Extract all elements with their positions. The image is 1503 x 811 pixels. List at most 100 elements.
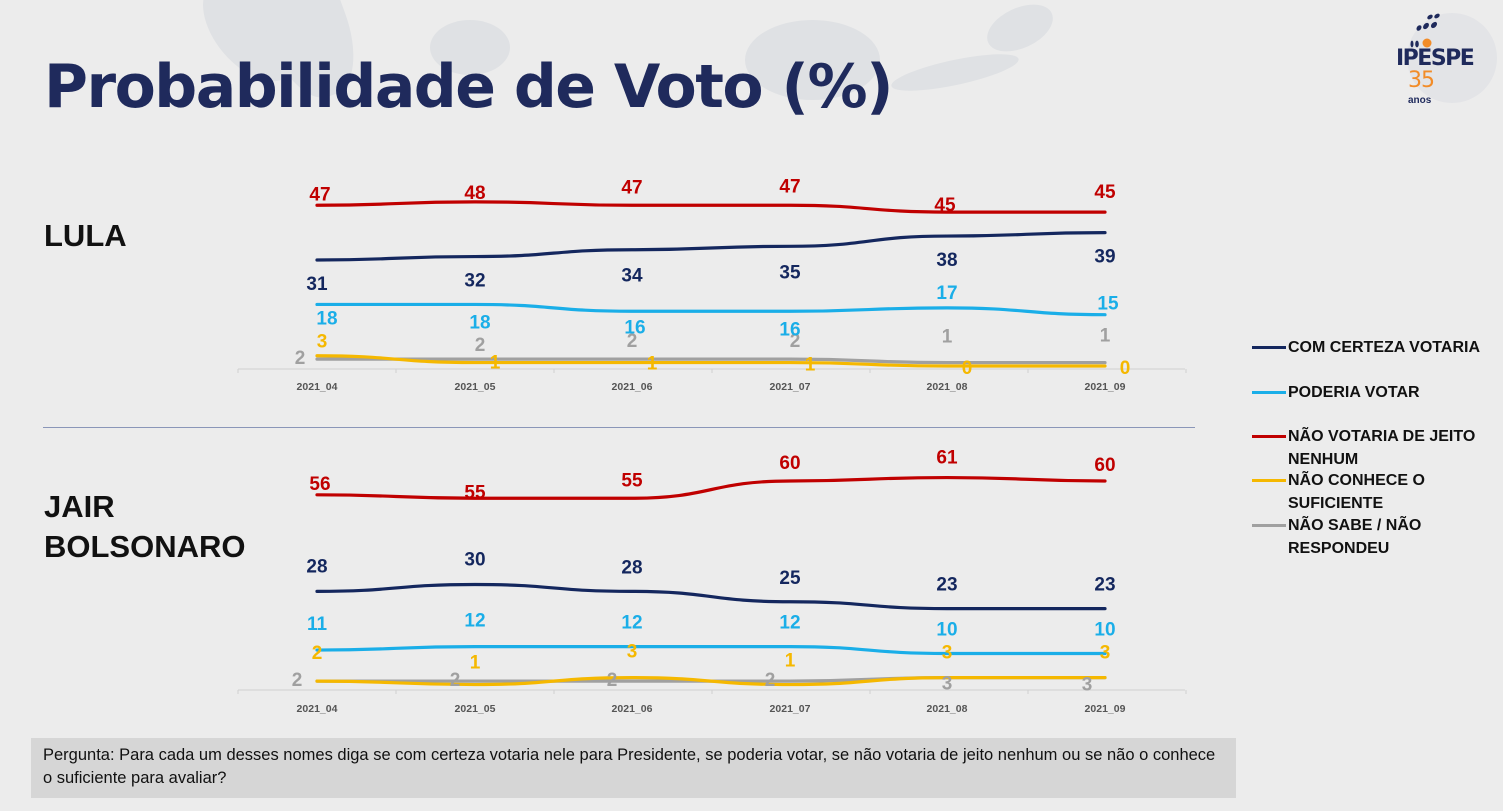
data-label: 38 <box>936 250 957 271</box>
series-line-n-o-votaria-de-jeito-nenhum <box>315 200 1107 214</box>
legend-label: NÃO CONHECE O SUFICIENTE <box>1288 472 1425 512</box>
data-label: 48 <box>464 183 485 204</box>
series-line-com-certeza-votaria <box>315 582 1107 611</box>
chart-legend: COM CERTEZA VOTARIA PODERIA VOTAR NÃO VO… <box>1250 336 1500 560</box>
x-tick-label: 2021_09 <box>1085 703 1126 715</box>
candidate-label-bolsonaro: JAIR BOLSONARO <box>44 489 246 564</box>
data-label: 1 <box>470 653 481 674</box>
x-tick-label: 2021_09 <box>1085 381 1126 393</box>
data-label: 18 <box>316 308 337 329</box>
data-label: 2 <box>292 670 303 691</box>
data-label: 12 <box>621 613 642 634</box>
legend-swatch <box>1252 479 1286 482</box>
legend-label: COM CERTEZA VOTARIA <box>1288 339 1480 356</box>
legend-item-nao-sabe: NÃO SABE / NÃO RESPONDEU <box>1250 514 1500 560</box>
logo-brand: IPESPE <box>1396 46 1475 71</box>
series-line-n-o-sabe-n-o-respondeu <box>315 357 1107 365</box>
data-label: 60 <box>1094 455 1115 476</box>
x-tick-label: 2021_07 <box>770 381 811 393</box>
legend-item-poderia-votar: PODERIA VOTAR <box>1250 381 1500 425</box>
data-label: 15 <box>1097 294 1119 315</box>
data-label: 25 <box>779 568 801 589</box>
background-decoration <box>745 20 880 100</box>
legend-item-nao-votaria: NÃO VOTARIA DE JEITO NENHUM <box>1250 425 1500 469</box>
legend-swatch <box>1252 435 1286 438</box>
data-label: 56 <box>309 474 330 495</box>
x-tick-label: 2021_04 <box>297 703 338 715</box>
legend-label: PODERIA VOTAR <box>1288 384 1420 401</box>
data-label: 1 <box>805 355 816 376</box>
data-label: 35 <box>779 262 801 283</box>
data-label: 1 <box>490 353 501 374</box>
candidate-label-lula: LULA <box>44 218 127 253</box>
data-label: 2 <box>790 331 801 352</box>
series-line-n-o-conhece-o-suficiente <box>315 354 1107 368</box>
data-label: 16 <box>779 319 800 340</box>
data-label: 32 <box>464 271 485 292</box>
legend-label: NÃO SABE / NÃO RESPONDEU <box>1288 517 1422 557</box>
data-label: 55 <box>464 482 486 503</box>
data-label: 1 <box>942 327 953 348</box>
data-label: 18 <box>469 312 490 333</box>
legend-swatch <box>1252 346 1286 349</box>
data-label: 39 <box>1094 247 1115 268</box>
data-label: 45 <box>1094 182 1116 203</box>
data-label: 30 <box>464 550 485 571</box>
data-label: 0 <box>962 358 973 379</box>
logo-number: 35 <box>1408 68 1435 93</box>
survey-question: Pergunta: Para cada um desses nomes diga… <box>31 738 1236 798</box>
ipespe-logo: IPESPE 35 anos <box>1390 8 1500 113</box>
data-label: 12 <box>464 611 485 632</box>
legend-swatch <box>1252 391 1286 394</box>
data-label: 1 <box>785 651 796 672</box>
data-label: 47 <box>621 177 642 198</box>
x-tick-label: 2021_06 <box>612 381 653 393</box>
x-tick-label: 2021_07 <box>770 703 811 715</box>
legend-swatch <box>1252 524 1286 527</box>
data-label: 2 <box>765 670 776 691</box>
data-label: 0 <box>1120 358 1131 379</box>
data-label: 1 <box>1100 326 1111 347</box>
legend-item-com-certeza: COM CERTEZA VOTARIA <box>1250 336 1500 381</box>
x-tick-label: 2021_05 <box>455 381 496 393</box>
page-title: Probabilidade de Voto (%) <box>44 52 894 122</box>
section-divider <box>43 427 1195 428</box>
x-tick-label: 2021_06 <box>612 703 653 715</box>
data-label: 2 <box>627 331 638 352</box>
data-label: 45 <box>934 195 956 216</box>
data-label: 3 <box>1100 643 1111 664</box>
data-label: 55 <box>621 470 643 491</box>
data-label: 10 <box>1094 620 1115 641</box>
data-label: 3 <box>317 332 328 353</box>
logo-subtitle: anos <box>1408 95 1432 106</box>
x-tick-label: 2021_05 <box>455 703 496 715</box>
x-tick-label: 2021_08 <box>927 703 968 715</box>
legend-label: NÃO VOTARIA DE JEITO NENHUM <box>1288 428 1476 468</box>
background-decoration <box>430 20 510 75</box>
data-label: 34 <box>621 266 643 287</box>
data-label: 3 <box>1082 675 1093 696</box>
data-label: 1 <box>647 354 658 375</box>
data-label: 16 <box>624 317 645 338</box>
data-label: 23 <box>1094 575 1115 596</box>
data-label: 2 <box>450 670 461 691</box>
data-label: 2 <box>312 643 323 664</box>
data-label: 60 <box>779 453 800 474</box>
data-label: 3 <box>627 642 638 663</box>
data-label: 31 <box>306 274 328 295</box>
data-label: 47 <box>779 176 800 197</box>
series-line-n-o-conhece-o-suficiente <box>315 676 1107 687</box>
data-label: 2 <box>607 670 618 691</box>
data-label: 12 <box>779 613 800 634</box>
x-tick-label: 2021_08 <box>927 381 968 393</box>
data-label: 17 <box>936 283 957 304</box>
series-line-n-o-votaria-de-jeito-nenhum <box>315 475 1107 500</box>
legend-item-nao-conhece: NÃO CONHECE O SUFICIENTE <box>1250 469 1500 514</box>
data-label: 47 <box>309 184 330 205</box>
logo-graphic <box>1407 13 1497 103</box>
data-label: 23 <box>936 575 957 596</box>
data-label: 11 <box>307 614 328 635</box>
data-label: 2 <box>475 335 486 356</box>
data-label: 61 <box>936 448 958 469</box>
